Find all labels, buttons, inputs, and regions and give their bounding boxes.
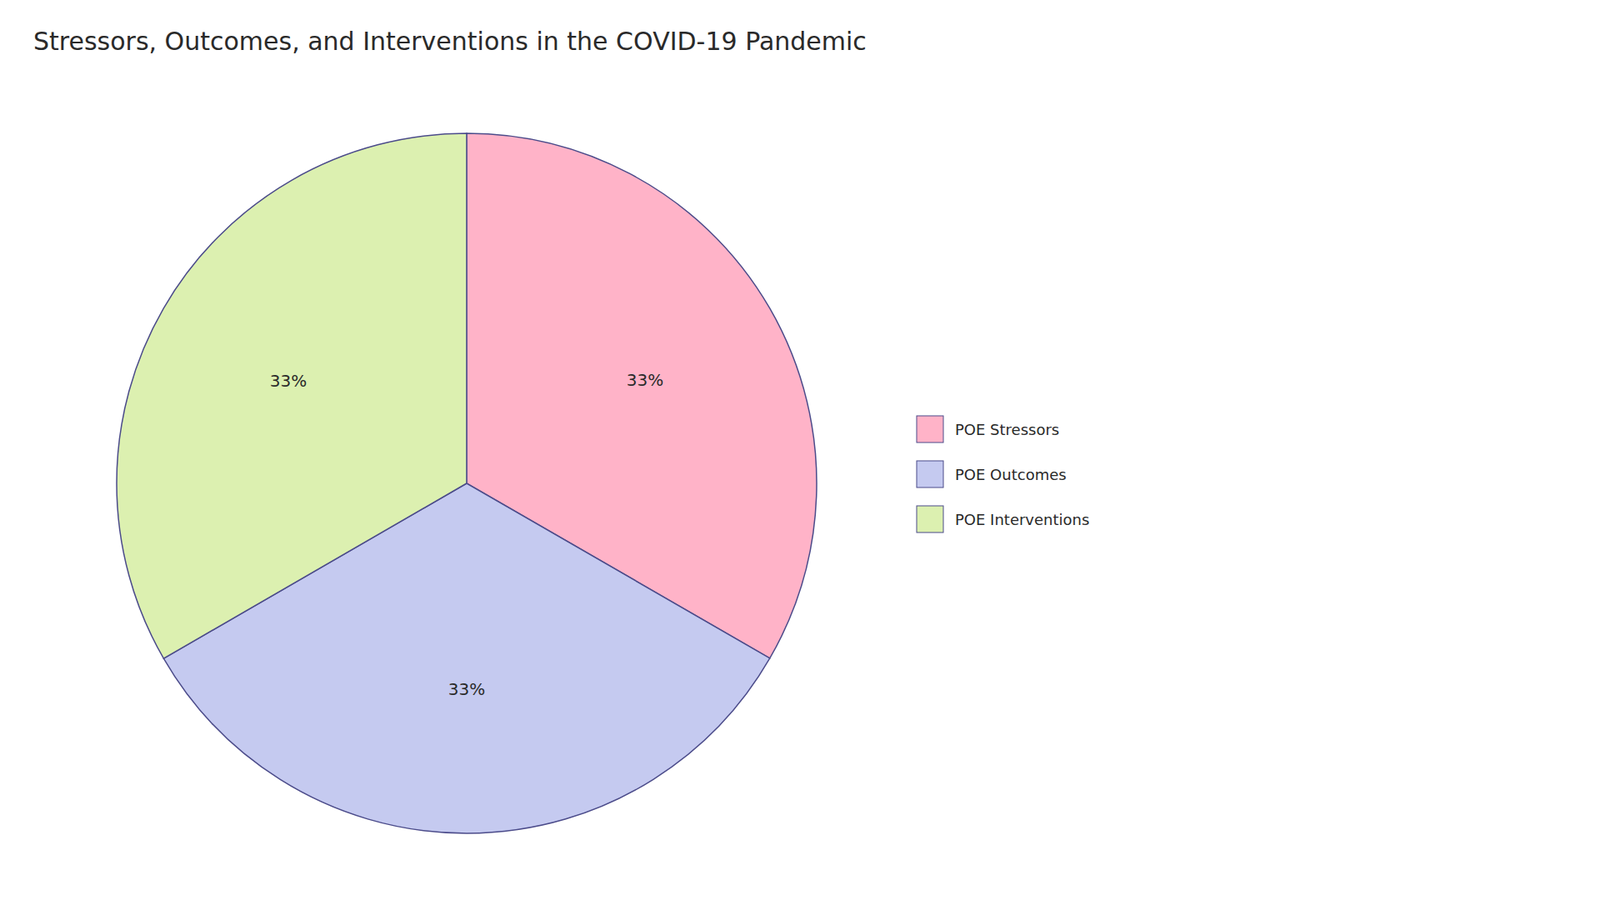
data-label: 33% [270,370,307,391]
pie-slice [116,133,467,659]
legend-item: POE Outcomes [916,460,1067,488]
chart: Stressors, Outcomes, and Interventions i… [0,0,1600,900]
data-label: 33% [626,370,664,390]
legend: POE Stressors POE Outcomes POE Interventio… [916,415,1090,533]
legend-swatch [916,505,944,533]
legend-swatch [916,460,944,488]
data-labels: 33% 33% 33% [270,370,664,700]
legend-label: POE Interventions [955,510,1090,529]
data-label: 33% [448,679,485,700]
pie [116,133,817,834]
legend-swatch [916,415,944,443]
legend-item: POE Stressors [916,415,1060,443]
legend-item: POE Interventions [916,505,1090,533]
legend-label: POE Stressors [955,420,1060,439]
chart-title: Stressors, Outcomes, and Interventions i… [33,26,867,56]
legend-label: POE Outcomes [955,465,1067,484]
